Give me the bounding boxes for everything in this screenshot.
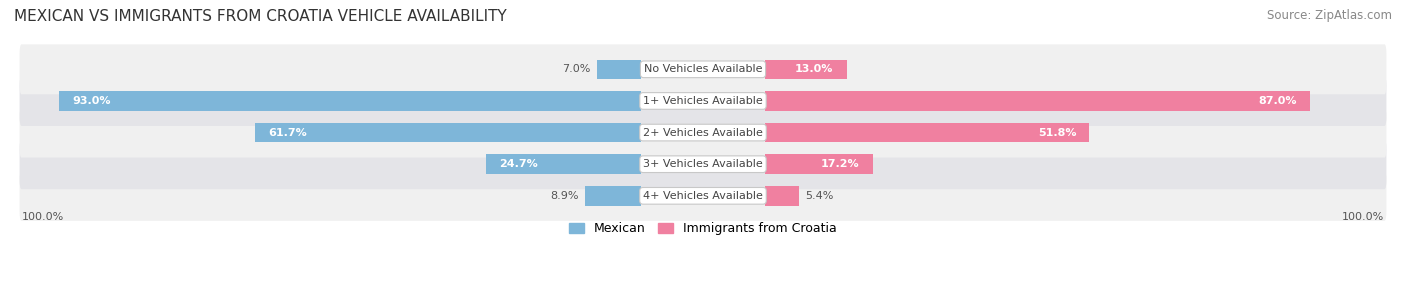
Bar: [765, 123, 1090, 142]
Text: Source: ZipAtlas.com: Source: ZipAtlas.com: [1267, 9, 1392, 21]
Text: 5.4%: 5.4%: [806, 191, 834, 201]
Text: 100.0%: 100.0%: [1343, 212, 1385, 222]
Bar: [254, 123, 641, 142]
Bar: [598, 59, 641, 79]
FancyBboxPatch shape: [20, 108, 1386, 158]
Text: 17.2%: 17.2%: [821, 159, 860, 169]
Bar: [585, 186, 641, 206]
Bar: [765, 59, 846, 79]
Bar: [765, 91, 1309, 111]
Text: 7.0%: 7.0%: [562, 64, 591, 74]
FancyBboxPatch shape: [20, 76, 1386, 126]
Text: 51.8%: 51.8%: [1038, 128, 1076, 138]
Text: 100.0%: 100.0%: [21, 212, 63, 222]
Text: 24.7%: 24.7%: [499, 159, 538, 169]
Bar: [59, 91, 641, 111]
FancyBboxPatch shape: [20, 44, 1386, 94]
Text: 4+ Vehicles Available: 4+ Vehicles Available: [643, 191, 763, 201]
Text: 3+ Vehicles Available: 3+ Vehicles Available: [643, 159, 763, 169]
Bar: [765, 154, 873, 174]
Text: 87.0%: 87.0%: [1258, 96, 1296, 106]
Bar: [765, 186, 799, 206]
Legend: Mexican, Immigrants from Croatia: Mexican, Immigrants from Croatia: [564, 217, 842, 240]
Text: 61.7%: 61.7%: [267, 128, 307, 138]
Bar: [486, 154, 641, 174]
Text: 1+ Vehicles Available: 1+ Vehicles Available: [643, 96, 763, 106]
Text: MEXICAN VS IMMIGRANTS FROM CROATIA VEHICLE AVAILABILITY: MEXICAN VS IMMIGRANTS FROM CROATIA VEHIC…: [14, 9, 506, 23]
FancyBboxPatch shape: [20, 139, 1386, 189]
Text: 8.9%: 8.9%: [550, 191, 578, 201]
Text: 13.0%: 13.0%: [796, 64, 834, 74]
Text: No Vehicles Available: No Vehicles Available: [644, 64, 762, 74]
Text: 2+ Vehicles Available: 2+ Vehicles Available: [643, 128, 763, 138]
FancyBboxPatch shape: [20, 171, 1386, 221]
Text: 93.0%: 93.0%: [72, 96, 111, 106]
